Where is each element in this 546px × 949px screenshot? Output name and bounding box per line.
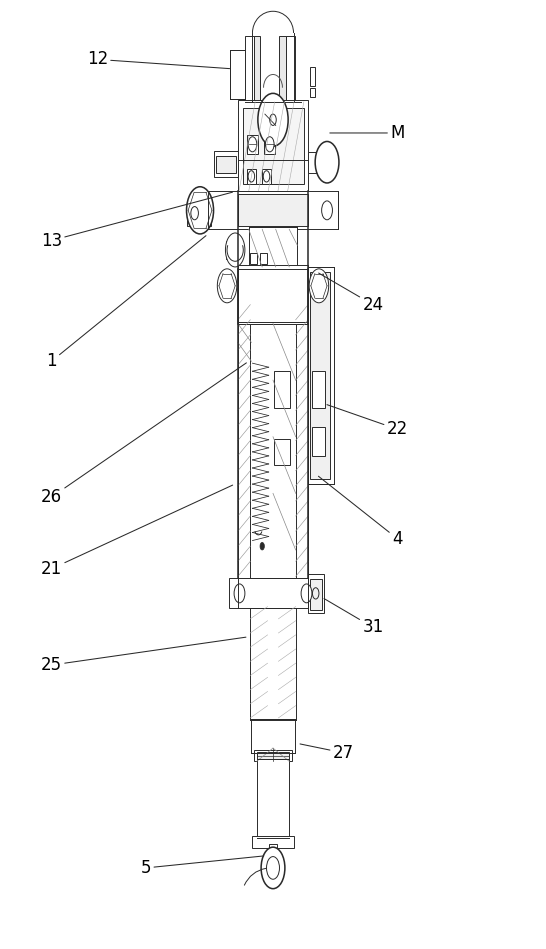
Bar [251, 718, 295, 753]
Bar [254, 750, 292, 761]
Bar [257, 759, 289, 838]
Circle shape [217, 269, 237, 303]
Text: 12: 12 [87, 50, 230, 68]
Bar [216, 156, 236, 173]
Text: 21: 21 [41, 485, 233, 578]
Bar [244, 108, 304, 184]
Bar [250, 608, 296, 719]
Text: 13: 13 [41, 193, 233, 250]
Circle shape [265, 137, 274, 152]
Bar [238, 100, 308, 192]
Bar [247, 169, 256, 184]
Bar [238, 265, 308, 324]
Circle shape [248, 137, 257, 152]
Text: 1: 1 [46, 235, 206, 370]
Circle shape [301, 584, 312, 603]
Bar [312, 371, 325, 408]
Bar [250, 252, 257, 264]
Bar [238, 195, 308, 227]
Bar [229, 578, 317, 608]
Bar [252, 836, 294, 848]
Bar [190, 206, 207, 222]
Circle shape [234, 584, 245, 603]
Circle shape [261, 847, 285, 888]
Bar [213, 151, 238, 177]
Text: 31: 31 [324, 599, 384, 637]
Text: 22: 22 [327, 404, 408, 438]
Bar [310, 87, 315, 97]
Circle shape [225, 233, 245, 267]
Bar [187, 201, 211, 227]
Bar [245, 36, 253, 102]
Circle shape [258, 93, 288, 146]
Bar [253, 36, 260, 102]
Bar [308, 152, 330, 173]
Bar [260, 252, 266, 264]
Bar [310, 67, 315, 85]
Circle shape [187, 187, 213, 233]
Circle shape [266, 857, 280, 879]
Bar [250, 324, 296, 578]
Text: 24: 24 [319, 273, 383, 314]
Bar [257, 752, 289, 759]
Circle shape [315, 141, 339, 183]
Bar [230, 50, 245, 99]
Bar [248, 228, 298, 267]
Text: M: M [330, 124, 405, 142]
Bar [238, 324, 308, 578]
Bar [286, 36, 295, 102]
Bar [274, 438, 290, 465]
Circle shape [309, 269, 329, 303]
Text: 4: 4 [318, 476, 402, 548]
Bar [308, 573, 324, 613]
Bar [312, 427, 325, 456]
Bar [269, 845, 277, 849]
Bar [308, 267, 334, 484]
Circle shape [322, 201, 333, 220]
Bar [247, 135, 258, 154]
Bar [310, 579, 322, 610]
Bar [274, 371, 290, 408]
Bar [310, 271, 330, 479]
Bar [262, 169, 271, 184]
Text: 26: 26 [41, 363, 246, 506]
Bar [226, 240, 237, 259]
Text: 27: 27 [300, 744, 354, 762]
Text: 5: 5 [141, 856, 264, 877]
Circle shape [270, 114, 276, 125]
Bar [208, 192, 338, 230]
Bar [264, 135, 275, 154]
Bar [280, 36, 286, 102]
Circle shape [260, 543, 264, 550]
Text: 25: 25 [41, 637, 246, 674]
